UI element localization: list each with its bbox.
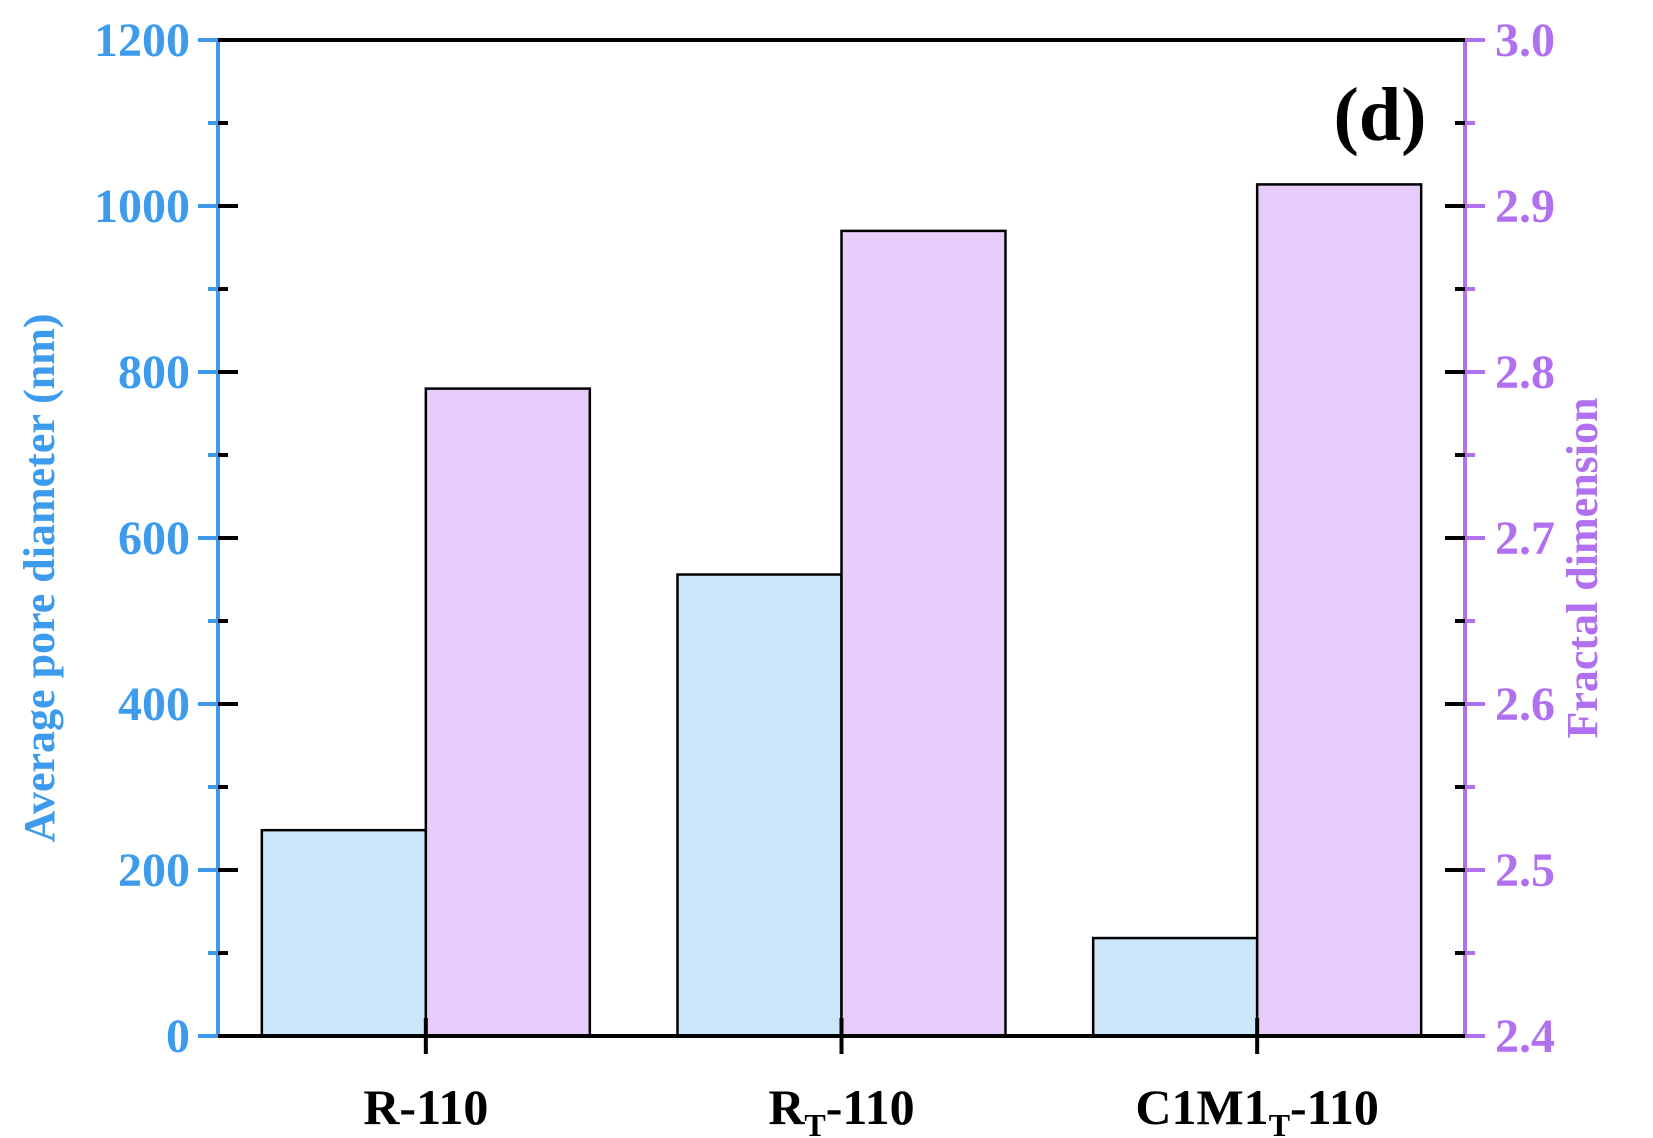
x-tick-label-subscript: T <box>1269 1107 1290 1138</box>
bar-fractal-dimension-1 <box>424 387 592 1038</box>
bar-pore-diameter-3 <box>1091 936 1259 1038</box>
ticks-layer: 0 200 400 600 800 1000 1200 2.4 2.5 2.6 2.7 2.8 2.9 3… <box>94 14 1555 1063</box>
right-tick-label: 3.0 <box>1495 14 1555 67</box>
left-axis-title: Average pore diameter (nm) <box>15 313 64 842</box>
x-tick-label-suffix: -110 <box>1290 1079 1379 1135</box>
bar-pore-diameter-2 <box>676 573 843 1038</box>
x-tick-labels: R-110 RT-110 C1M1T-110 <box>363 1079 1379 1138</box>
right-tick-label: 2.4 <box>1495 1010 1555 1063</box>
x-tick-label-suffix: -110 <box>826 1079 915 1135</box>
left-tick-label: 0 <box>166 1010 190 1063</box>
bar-fractal-dimension-2 <box>840 229 1007 1038</box>
panel-label: (d) <box>1334 73 1427 157</box>
right-tick-label: 2.6 <box>1495 678 1555 731</box>
right-tick-label: 2.5 <box>1495 844 1555 897</box>
left-tick-label: 600 <box>118 512 190 565</box>
x-tick-label-main: C1M1 <box>1135 1079 1268 1135</box>
x-tick-label: R-110 <box>363 1079 488 1135</box>
right-tick-label: 2.8 <box>1495 346 1555 399</box>
left-tick-label: 1200 <box>94 14 190 67</box>
right-axis-title: Fractal dimension <box>1558 398 1607 739</box>
right-tick-label: 2.9 <box>1495 180 1555 233</box>
x-tick-label-subscript: T <box>804 1107 825 1138</box>
right-tick-label: 2.7 <box>1495 512 1555 565</box>
x-tick-label-suffix: -110 <box>399 1079 488 1135</box>
x-tick-label: C1M1T-110 <box>1135 1079 1379 1138</box>
x-tick-label: RT-110 <box>768 1079 914 1138</box>
left-tick-label: 400 <box>118 678 190 731</box>
x-tick-label-main: R <box>768 1079 805 1135</box>
bars-layer <box>260 183 1423 1038</box>
left-tick-label: 800 <box>118 346 190 399</box>
x-tick-label-main: R <box>363 1079 400 1135</box>
left-tick-label: 200 <box>118 844 190 897</box>
bar-fractal-dimension-3 <box>1255 183 1423 1038</box>
bar-pore-diameter-1 <box>260 828 428 1038</box>
left-tick-label: 1000 <box>94 180 190 233</box>
